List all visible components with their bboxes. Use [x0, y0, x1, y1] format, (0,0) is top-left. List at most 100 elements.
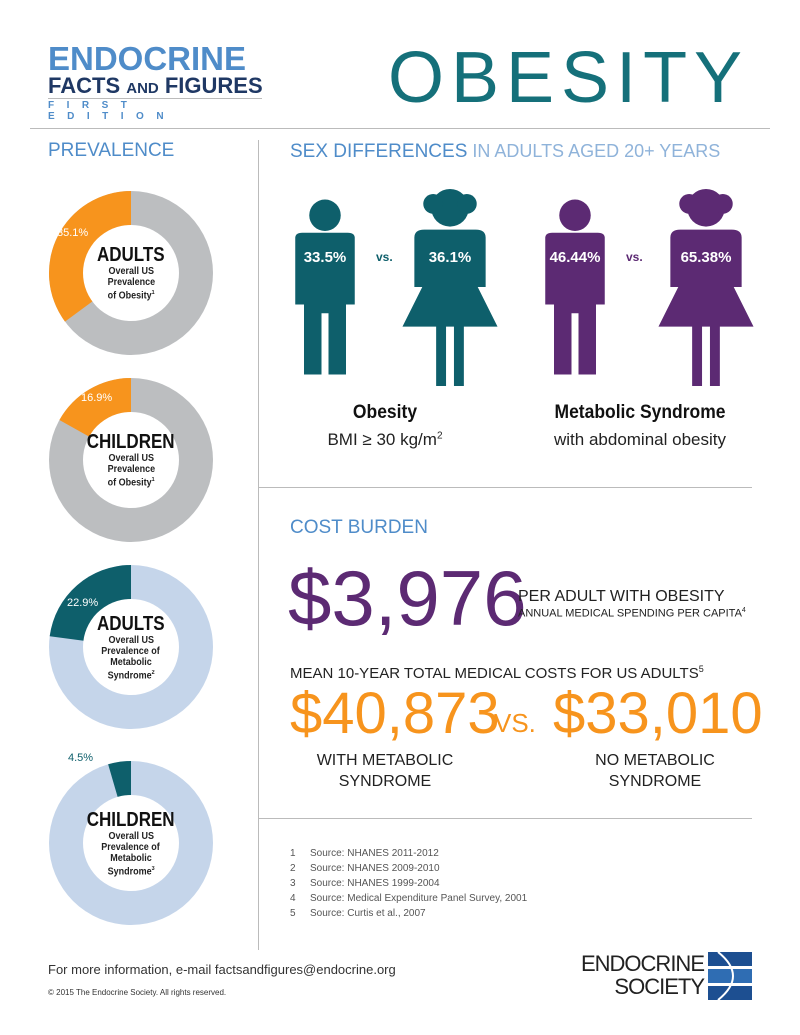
vs-label: vs. — [626, 250, 643, 264]
obesity-male-value: 33.5% — [303, 249, 347, 266]
mean-sup: 5 — [698, 664, 704, 674]
donut-chart: ADULTS Overall US Prevalence of Metabolic Sy… — [48, 564, 214, 730]
metabolic-male-value: 46.44% — [549, 249, 601, 266]
no-metabolic-amount: $33,010 — [553, 681, 763, 746]
logo-facts-figures: FACTS AND FIGURES — [48, 74, 263, 101]
obesity-label: Obesity — [352, 402, 418, 423]
donut-hole — [83, 412, 179, 508]
donut-hole — [83, 225, 179, 321]
donut-group: CHILDREN — [87, 808, 175, 831]
donut-hole — [83, 795, 179, 891]
column-divider — [258, 140, 259, 950]
donut-desc-line: Syndrome3 — [107, 864, 154, 877]
caption-line: NO METABOLIC — [595, 752, 715, 769]
source-number: 4 — [290, 893, 296, 904]
bmi-sup: 2 — [436, 430, 443, 442]
donut-desc-line: Prevalence of — [102, 646, 161, 657]
prevalence-heading: PREVALENCE — [48, 140, 175, 161]
heading-thin: IN ADULTS AGED 20+ YEARS — [467, 141, 721, 161]
donut-group: CHILDREN — [87, 431, 175, 454]
with-metabolic-amount: $40,873 — [290, 681, 500, 746]
donut-desc-text: Syndrome — [107, 866, 152, 878]
donut-center-label: CHILDREN Overall US Prevalence of Metabolic… — [48, 760, 214, 926]
donut-desc-text: Overall US — [108, 634, 154, 646]
footnote-sup: 2 — [151, 669, 155, 676]
female-figure-icon — [402, 188, 498, 386]
donut-desc-line: Overall US — [108, 635, 154, 646]
donut-value-label: 4.5% — [68, 752, 94, 764]
donut-value-label: 22.9% — [67, 597, 99, 609]
female-figure-icon — [658, 188, 754, 386]
sex-differences-heading: SEX DIFFERENCES IN ADULTS AGED 20+ YEARS — [290, 140, 720, 163]
no-metabolic-caption: NO METABOLIC SYNDROME — [570, 750, 740, 792]
donut-desc-text: Prevalence — [107, 464, 155, 476]
contact-info: For more information, e-mail factsandfig… — [48, 962, 396, 977]
footnote-sup: 3 — [151, 865, 155, 872]
obesity-female-value: 36.1% — [428, 249, 472, 266]
annual-text: ANNUAL MEDICAL SPENDING PER CAPITA — [518, 607, 742, 620]
donut-group: ADULTS — [97, 612, 165, 635]
mean-text: MEAN 10-YEAR TOTAL MEDICAL COSTS FOR US … — [290, 665, 699, 682]
source-text: Source: NHANES 2009-2010 — [310, 863, 440, 874]
section-divider — [258, 487, 752, 488]
footnote-sup: 1 — [151, 290, 155, 297]
donut-desc-line: Metabolic — [110, 657, 152, 668]
donut-desc-text: Prevalence — [107, 277, 155, 289]
donut-chart: ADULTS Overall US Prevalence of Obesity1 35.… — [48, 190, 214, 356]
donut-center-label: ADULTS Overall US Prevalence of Metabolic Sy… — [48, 564, 214, 730]
donut-chart: CHILDREN Overall US Prevalence of Obesity1 1… — [48, 377, 214, 543]
donut-desc-line: of Obesity1 — [107, 475, 154, 488]
source-number: 5 — [290, 908, 296, 919]
metabolic-sub: with abdominal obesity — [554, 430, 726, 449]
source-item: 1 Source: NHANES 2011-2012 — [290, 846, 527, 861]
source-item: 3 Source: NHANES 1999-2004 — [290, 876, 527, 891]
donut-desc-text: Metabolic — [110, 852, 152, 864]
donut-value-label: 16.9% — [81, 392, 113, 404]
society-logo-icon — [708, 952, 752, 1000]
source-text: Source: NHANES 1999-2004 — [310, 878, 440, 889]
donut-desc-line: Metabolic — [110, 853, 152, 864]
copyright: © 2015 The Endocrine Society. All rights… — [48, 988, 227, 997]
donut-desc-text: Metabolic — [110, 656, 152, 668]
source-text: Source: NHANES 2011-2012 — [310, 848, 439, 859]
section-divider — [258, 818, 752, 819]
donut-hole — [83, 599, 179, 695]
male-figure-icon — [295, 199, 355, 375]
donut-desc-line: Overall US — [108, 453, 154, 464]
mean-cost-label: MEAN 10-YEAR TOTAL MEDICAL COSTS FOR US … — [290, 664, 752, 682]
sources-list: 1 Source: NHANES 2011-2012 2 Source: NHANE… — [290, 846, 527, 921]
donut-group: ADULTS — [97, 244, 165, 267]
donut-desc-text: of Obesity — [107, 290, 152, 302]
footnote-sup: 1 — [151, 477, 155, 484]
source-item: 2 Source: NHANES 2009-2010 — [290, 861, 527, 876]
donut-desc-line: Prevalence — [107, 464, 155, 475]
source-text: Source: Curtis et al., 2007 — [310, 908, 426, 919]
source-number: 1 — [290, 848, 296, 859]
donut-value-label: 35.1% — [57, 227, 89, 239]
with-metabolic-caption: WITH METABOLIC SYNDROME — [300, 750, 470, 792]
source-number: 2 — [290, 863, 296, 874]
source-item: 4 Source: Medical Expenditure Panel Surve… — [290, 891, 527, 906]
donut-desc-line: of Obesity1 — [107, 288, 154, 301]
per-adult-label: PER ADULT WITH OBESITY — [518, 588, 725, 605]
donut-desc-text: Overall US — [108, 266, 154, 278]
donut-chart: CHILDREN Overall US Prevalence of Metabolic… — [48, 752, 214, 926]
caption-line: SYNDROME — [338, 773, 432, 790]
source-item: 5 Source: Curtis et al., 2007 — [290, 906, 527, 921]
source-number: 3 — [290, 878, 296, 889]
logo-line: SOCIETY — [614, 974, 705, 999]
annual-label: ANNUAL MEDICAL SPENDING PER CAPITA4 — [518, 607, 746, 620]
donut-desc-line: Syndrome2 — [107, 668, 154, 681]
donut-desc-line: Prevalence of — [102, 842, 161, 853]
cost-heading: COST BURDEN — [290, 517, 428, 538]
vs-label: vs. — [376, 250, 393, 264]
logo-line: ENDOCRINE — [580, 951, 705, 976]
donut-desc-text: of Obesity — [107, 477, 152, 489]
donut-desc-text: Syndrome — [107, 670, 152, 682]
donut-desc-text: Overall US — [108, 830, 154, 842]
logo-endocrine: ENDOCRINE — [48, 40, 247, 77]
logo-and: AND — [126, 80, 159, 97]
cost-per-adult-amount: $3,976 — [288, 554, 527, 642]
donut-desc-text: Prevalence of — [101, 841, 161, 853]
bmi-text: BMI ≥ 30 kg/m — [327, 430, 437, 449]
